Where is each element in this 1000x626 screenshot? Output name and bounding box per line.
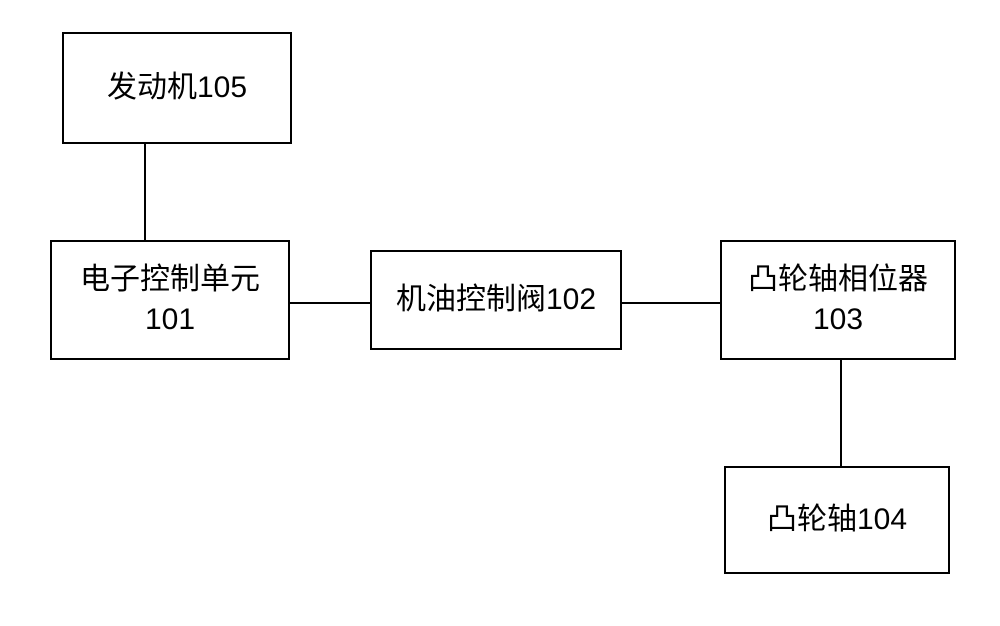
edge-engine-ecu — [144, 144, 146, 240]
node-ecu: 电子控制单元 101 — [50, 240, 290, 360]
node-oil-valve-label: 机油控制阀102 — [396, 280, 596, 321]
node-cam-phaser: 凸轮轴相位器 103 — [720, 240, 956, 360]
node-cam-phaser-label: 凸轮轴相位器 103 — [748, 260, 928, 341]
node-camshaft-label: 凸轮轴104 — [767, 500, 907, 541]
diagram-canvas: 发动机105 电子控制单元 101 机油控制阀102 凸轮轴相位器 103 凸轮… — [0, 0, 1000, 626]
node-engine-label: 发动机105 — [107, 68, 247, 109]
node-engine: 发动机105 — [62, 32, 292, 144]
edge-oilvalve-camphaser — [622, 302, 720, 304]
edge-camphaser-camshaft — [840, 360, 842, 466]
edge-ecu-oilvalve — [290, 302, 370, 304]
node-ecu-label: 电子控制单元 101 — [80, 260, 260, 341]
node-oil-valve: 机油控制阀102 — [370, 250, 622, 350]
node-camshaft: 凸轮轴104 — [724, 466, 950, 574]
